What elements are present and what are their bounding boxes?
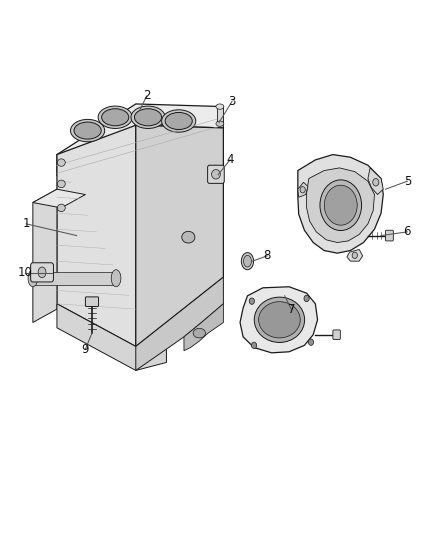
FancyBboxPatch shape: [31, 263, 53, 282]
Ellipse shape: [193, 328, 205, 338]
Ellipse shape: [165, 112, 192, 130]
Text: 6: 6: [403, 225, 411, 238]
Polygon shape: [298, 182, 308, 197]
Ellipse shape: [111, 270, 121, 287]
Text: 2: 2: [143, 90, 151, 102]
Polygon shape: [136, 125, 223, 346]
Polygon shape: [33, 189, 57, 322]
Ellipse shape: [28, 270, 38, 287]
Ellipse shape: [216, 121, 224, 126]
Text: 9: 9: [81, 343, 89, 356]
Ellipse shape: [320, 180, 362, 230]
Text: 8: 8: [264, 249, 271, 262]
Ellipse shape: [373, 179, 379, 186]
Polygon shape: [57, 104, 223, 176]
Ellipse shape: [182, 231, 195, 243]
Polygon shape: [368, 168, 383, 195]
Ellipse shape: [258, 302, 300, 338]
FancyBboxPatch shape: [385, 230, 393, 241]
Polygon shape: [307, 168, 374, 243]
Ellipse shape: [308, 339, 314, 345]
Polygon shape: [136, 277, 223, 370]
Ellipse shape: [134, 109, 162, 126]
Polygon shape: [33, 272, 116, 285]
Text: 1: 1: [22, 217, 30, 230]
Ellipse shape: [324, 185, 357, 225]
Ellipse shape: [300, 187, 305, 193]
FancyBboxPatch shape: [85, 297, 99, 306]
FancyBboxPatch shape: [208, 165, 224, 183]
Ellipse shape: [57, 180, 65, 188]
Ellipse shape: [98, 106, 132, 128]
Polygon shape: [217, 107, 223, 124]
Text: 7: 7: [287, 303, 295, 316]
Polygon shape: [184, 304, 223, 351]
Polygon shape: [240, 287, 318, 353]
Ellipse shape: [212, 169, 220, 179]
Ellipse shape: [304, 295, 309, 302]
Ellipse shape: [244, 255, 251, 267]
Polygon shape: [298, 155, 383, 253]
Ellipse shape: [352, 252, 357, 259]
Polygon shape: [57, 304, 166, 370]
Ellipse shape: [57, 159, 65, 166]
Text: 4: 4: [226, 154, 234, 166]
Ellipse shape: [254, 297, 305, 342]
Ellipse shape: [216, 104, 224, 109]
Ellipse shape: [71, 119, 105, 142]
Ellipse shape: [162, 110, 196, 132]
Polygon shape: [57, 125, 136, 346]
Ellipse shape: [251, 342, 257, 349]
FancyBboxPatch shape: [333, 330, 340, 340]
Text: 3: 3: [229, 95, 236, 108]
Ellipse shape: [57, 204, 65, 212]
Text: 5: 5: [404, 175, 411, 188]
Ellipse shape: [74, 122, 101, 139]
Text: 10: 10: [18, 266, 33, 279]
Polygon shape: [33, 189, 85, 208]
Ellipse shape: [102, 109, 129, 126]
Ellipse shape: [38, 267, 46, 278]
Polygon shape: [347, 249, 363, 261]
Ellipse shape: [241, 253, 254, 270]
Ellipse shape: [131, 106, 165, 128]
Ellipse shape: [249, 298, 254, 304]
